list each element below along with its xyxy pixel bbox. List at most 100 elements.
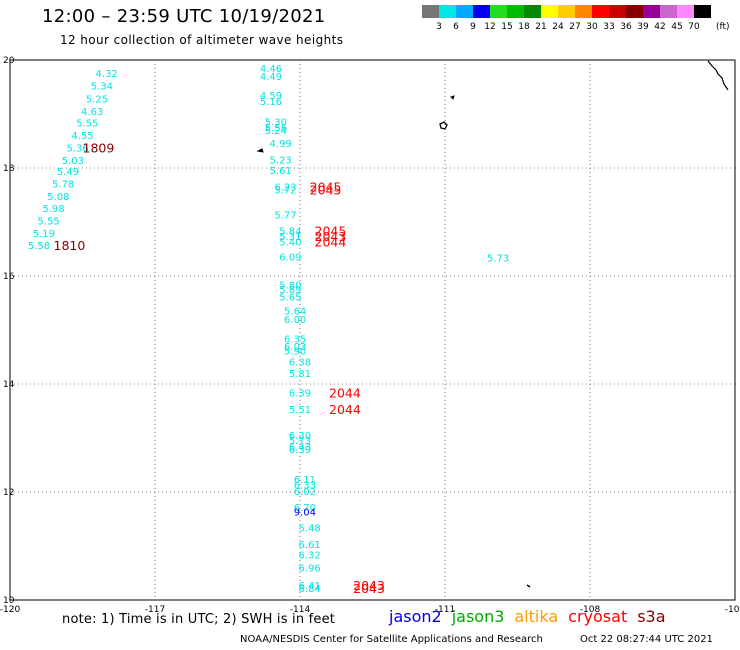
wave-height-value: 5.19 xyxy=(33,229,55,240)
wave-height-value: 5.64 xyxy=(284,307,306,318)
colorbar-label: 36 xyxy=(620,22,632,32)
island-san-benedicto xyxy=(450,95,455,100)
colorbar-swatch xyxy=(524,5,541,18)
legend-item-jason3: jason3 xyxy=(451,607,505,626)
observation-time-label: 2043 xyxy=(353,578,385,593)
observations-layer: 4.325.345.254.635.554.555.365.035.495.78… xyxy=(28,64,509,595)
colorbar-label: 15 xyxy=(501,22,513,32)
wave-height-value: 5.40 xyxy=(279,237,301,248)
longitude-tick-label: -114 xyxy=(290,605,311,615)
colorbar-label: 18 xyxy=(518,22,530,32)
latitude-tick-label: 20 xyxy=(3,56,15,66)
colorbar-label: 42 xyxy=(654,22,666,32)
colorbar-swatch xyxy=(558,5,575,18)
wave-height-value: 9.04 xyxy=(294,507,316,518)
observation-time-label: 2045 xyxy=(310,179,342,194)
wave-height-value: 4.46 xyxy=(260,64,282,75)
wave-height-value: 5.58 xyxy=(28,241,50,252)
wave-height-value: 5.61 xyxy=(270,166,292,177)
wave-height-value: 5.25 xyxy=(86,94,108,105)
wave-height-value: 5.65 xyxy=(279,293,301,304)
grid-lines xyxy=(10,60,735,600)
observation-time-label: 2044 xyxy=(315,234,347,249)
colorbar-swatch xyxy=(609,5,626,18)
colorbar-label: 6 xyxy=(453,22,459,32)
wave-height-value: 5.56 xyxy=(265,123,287,134)
footer-timestamp: Oct 22 08:27:44 UTC 2021 xyxy=(580,634,713,645)
page-subtitle: 12 hour collection of altimeter wave hei… xyxy=(60,33,344,47)
colorbar-swatch xyxy=(660,5,677,18)
wave-height-value: 5.31 xyxy=(279,232,301,243)
wave-height-value: 5.89 xyxy=(279,285,301,296)
colorbar-swatch xyxy=(677,5,694,18)
longitude-tick-label: -105 xyxy=(725,605,740,615)
colorbar-label: 39 xyxy=(637,22,649,32)
wave-height-value: 6.84 xyxy=(299,584,321,595)
coastline-mainland xyxy=(707,60,729,91)
wave-height-value: 6.09 xyxy=(279,253,301,264)
wave-height-value: 5.72 xyxy=(274,186,296,197)
island-socorro xyxy=(439,121,448,130)
latitude-tick-label: 10 xyxy=(3,596,15,606)
wave-height-value: 6.00 xyxy=(284,315,306,326)
legend-item-cryosat: cryosat xyxy=(568,607,628,626)
wave-height-value: 6.32 xyxy=(299,551,321,562)
legend-item-s3a: s3a xyxy=(637,607,666,626)
axis-tick-labels: -120 -117 -114 -111 -108 -105 20 18 16 14 12 10 xyxy=(0,56,740,615)
wave-height-value: 5.51 xyxy=(289,405,311,416)
wave-height-value: 5.90 xyxy=(284,347,306,358)
colorbar-swatch xyxy=(456,5,473,18)
colorbar-label: 3 xyxy=(436,22,442,32)
observation-time-label: 1810 xyxy=(54,238,86,253)
latitude-tick-label: 16 xyxy=(3,272,15,282)
colorbar-swatch xyxy=(694,5,711,18)
observation-time-label: 2045 xyxy=(315,224,347,239)
colorbar-swatch xyxy=(575,5,592,18)
colorbar-label: 9 xyxy=(470,22,476,32)
wave-height-value: 6.38 xyxy=(289,357,311,368)
wave-height-value: 5.55 xyxy=(76,119,98,130)
wave-height-value: 5.48 xyxy=(299,524,321,535)
wave-height-value: 5.36 xyxy=(67,143,89,154)
wave-height-value: 6.11 xyxy=(294,475,316,486)
wave-height-value: 6.43 xyxy=(289,443,311,454)
wave-height-value: 5.30 xyxy=(265,118,287,129)
wave-height-value: 4.32 xyxy=(96,69,118,80)
wave-height-value: 4.63 xyxy=(81,107,103,118)
observation-time-label: 2044 xyxy=(329,402,361,417)
colorbar-swatch xyxy=(422,5,439,18)
wave-height-value: 6.41 xyxy=(299,581,321,592)
wave-height-value: 6.35 xyxy=(284,335,306,346)
wave-height-value: 5.73 xyxy=(289,436,311,447)
legend-item-altika: altika xyxy=(514,607,559,626)
wave-height-value: 5.23 xyxy=(270,155,292,166)
wave-height-value: 6.39 xyxy=(289,389,311,400)
wave-height-value: 6.61 xyxy=(299,540,321,551)
wave-height-value: 6.70 xyxy=(294,503,316,514)
map-frame xyxy=(9,59,736,601)
longitude-tick-label: -111 xyxy=(435,605,455,615)
latitude-tick-label: 12 xyxy=(3,488,14,498)
wave-height-value: 5.16 xyxy=(260,97,282,108)
wave-height-value: 6.39 xyxy=(289,445,311,456)
wave-height-value: 6.02 xyxy=(294,487,316,498)
colorbar-swatch xyxy=(626,5,643,18)
wave-height-value: 4.49 xyxy=(260,72,282,83)
colorbar-swatch xyxy=(439,5,456,18)
time-labels-layer: 1809181020452045204520432044204420442043… xyxy=(54,140,385,596)
observation-time-label: 2043 xyxy=(315,229,347,244)
wave-height-value: 5.77 xyxy=(274,210,296,221)
observation-time-label: 2044 xyxy=(329,386,361,401)
colorbar-label: 12 xyxy=(484,22,496,32)
observation-time-label: 2045 xyxy=(310,183,342,198)
colorbar-swatch xyxy=(643,5,660,18)
latitude-tick-label: 14 xyxy=(3,380,15,390)
island-clipperton xyxy=(526,584,531,588)
wave-height-value: 5.34 xyxy=(91,81,113,92)
observation-time-label: 1809 xyxy=(83,140,115,155)
note-text: note: 1) Time is in UTC; 2) SWH is in fe… xyxy=(62,612,336,627)
footer-credit: NOAA/NESDIS Center for Satellite Applica… xyxy=(240,634,543,645)
colorbar-swatch xyxy=(541,5,558,18)
wave-height-value: 5.81 xyxy=(289,369,311,380)
